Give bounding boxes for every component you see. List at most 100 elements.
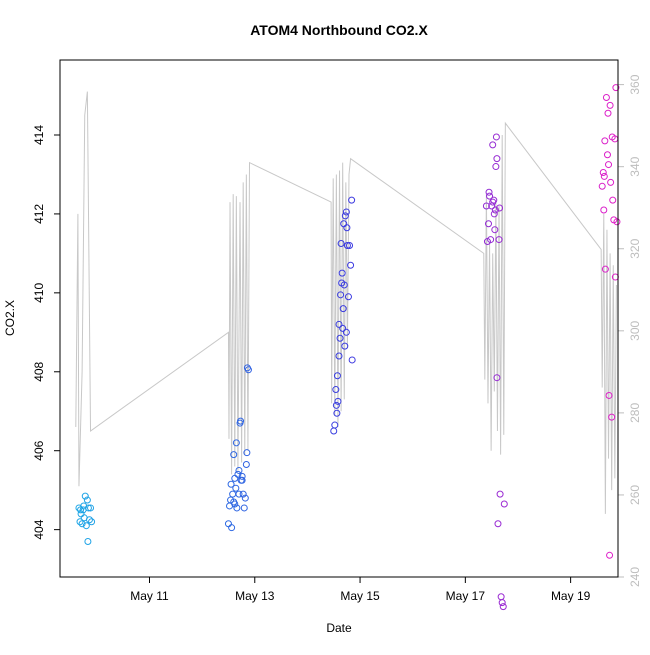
data-point-3-22 — [500, 500, 508, 508]
x-axis-title: Date — [326, 621, 352, 635]
data-point-0-6 — [81, 492, 89, 500]
data-point-4-4 — [601, 265, 609, 273]
data-point-2-10 — [337, 291, 345, 299]
data-point-1-17 — [239, 490, 247, 498]
data-point-3-2 — [485, 220, 492, 228]
x-tick-label: May 17 — [446, 589, 486, 603]
data-point-1-25 — [235, 490, 243, 498]
data-point-2-5 — [333, 372, 341, 380]
data-point-3-24 — [491, 206, 499, 214]
data-point-0-11 — [87, 504, 95, 512]
data-point-3-17 — [496, 204, 504, 212]
data-point-4-21 — [600, 206, 608, 214]
data-point-4-9 — [605, 391, 613, 399]
data-point-3-6 — [488, 202, 496, 210]
data-point-4-3 — [601, 137, 609, 145]
data-point-1-19 — [241, 494, 249, 502]
data-point-2-12 — [338, 269, 346, 277]
data-point-3-0 — [482, 202, 490, 210]
data-point-3-20 — [498, 599, 506, 607]
data-point-1-9 — [232, 439, 240, 447]
data-point-4-7 — [604, 109, 612, 117]
data-point-2-3 — [332, 401, 340, 409]
data-point-2-24 — [348, 196, 356, 204]
data-point-2-16 — [341, 342, 349, 350]
data-point-1-11 — [234, 470, 242, 478]
data-point-2-25 — [348, 356, 356, 364]
data-point-0-12 — [88, 518, 96, 526]
data-point-1-10 — [233, 504, 241, 512]
data-point-2-28 — [339, 324, 347, 332]
data-point-3-12 — [492, 133, 500, 141]
data-point-0-15 — [77, 506, 85, 514]
data-point-3-18 — [496, 490, 504, 498]
data-point-2-9 — [336, 334, 344, 342]
x-tick-label: May 15 — [340, 589, 380, 603]
data-point-1-4 — [228, 524, 236, 532]
y-tick-label: 404 — [32, 519, 46, 539]
data-point-2-26 — [338, 279, 346, 287]
data-point-4-12 — [607, 178, 615, 186]
y2-tick-label: 260 — [628, 485, 642, 505]
data-point-3-10 — [491, 226, 499, 234]
data-point-3-13 — [493, 155, 501, 163]
data-point-1-14 — [237, 417, 245, 425]
data-point-3-15 — [494, 520, 502, 528]
data-point-3-11 — [492, 163, 500, 171]
data-point-2-7 — [335, 352, 343, 360]
data-point-4-0 — [598, 182, 606, 190]
data-point-0-3 — [78, 520, 86, 528]
data-point-1-24 — [230, 451, 238, 459]
data-point-2-17 — [341, 212, 349, 220]
y2-tick-label: 340 — [628, 156, 642, 176]
data-point-2-20 — [343, 241, 351, 249]
data-point-2-18 — [342, 208, 350, 216]
data-point-4-11 — [606, 101, 614, 109]
data-point-2-19 — [343, 224, 351, 232]
axes-layer: May 11 May 13 May 15 May 17 May 19 404 406 408 4… — [32, 74, 642, 603]
data-point-3-14 — [493, 374, 501, 382]
data-point-1-27 — [238, 476, 246, 484]
y2-tick-label: 240 — [628, 567, 642, 587]
data-point-1-21 — [243, 449, 251, 457]
data-point-1-3 — [227, 480, 235, 488]
data-point-4-20 — [613, 218, 621, 226]
data-point-4-1 — [599, 168, 607, 176]
y-tick-label: 406 — [32, 440, 46, 460]
x-tick-label: May 11 — [130, 589, 169, 603]
data-point-2-23 — [347, 261, 355, 269]
chart-title: ATOM4 Northbound CO2.X — [250, 22, 428, 38]
point-layer — [75, 84, 621, 611]
data-point-2-27 — [342, 328, 350, 336]
data-point-0-10 — [85, 516, 93, 524]
y2-tick-label: 280 — [628, 403, 642, 423]
data-point-3-21 — [499, 603, 507, 611]
y2-tick-label: 360 — [628, 74, 642, 94]
data-point-4-13 — [608, 413, 616, 421]
data-point-1-20 — [242, 461, 250, 469]
data-point-2-6 — [334, 397, 342, 405]
data-point-2-8 — [335, 320, 343, 328]
data-point-2-4 — [333, 409, 341, 417]
data-point-1-16 — [238, 472, 246, 480]
data-point-3-23 — [489, 141, 497, 149]
data-point-0-7 — [82, 522, 90, 530]
data-point-2-21 — [344, 293, 352, 301]
data-point-4-2 — [600, 172, 608, 180]
data-point-1-8 — [232, 484, 240, 492]
data-point-3-5 — [487, 236, 495, 244]
y2-tick-label: 320 — [628, 238, 642, 258]
data-point-0-0 — [75, 504, 83, 512]
data-point-2-13 — [339, 305, 347, 313]
data-point-0-9 — [84, 504, 92, 512]
data-point-3-4 — [486, 192, 494, 200]
y-axis-title: CO2.X — [3, 300, 17, 336]
data-point-0-13 — [84, 537, 92, 545]
data-point-1-23 — [244, 366, 252, 374]
data-point-3-9 — [490, 210, 498, 218]
data-point-1-26 — [231, 500, 239, 508]
data-point-4-8 — [605, 161, 613, 169]
